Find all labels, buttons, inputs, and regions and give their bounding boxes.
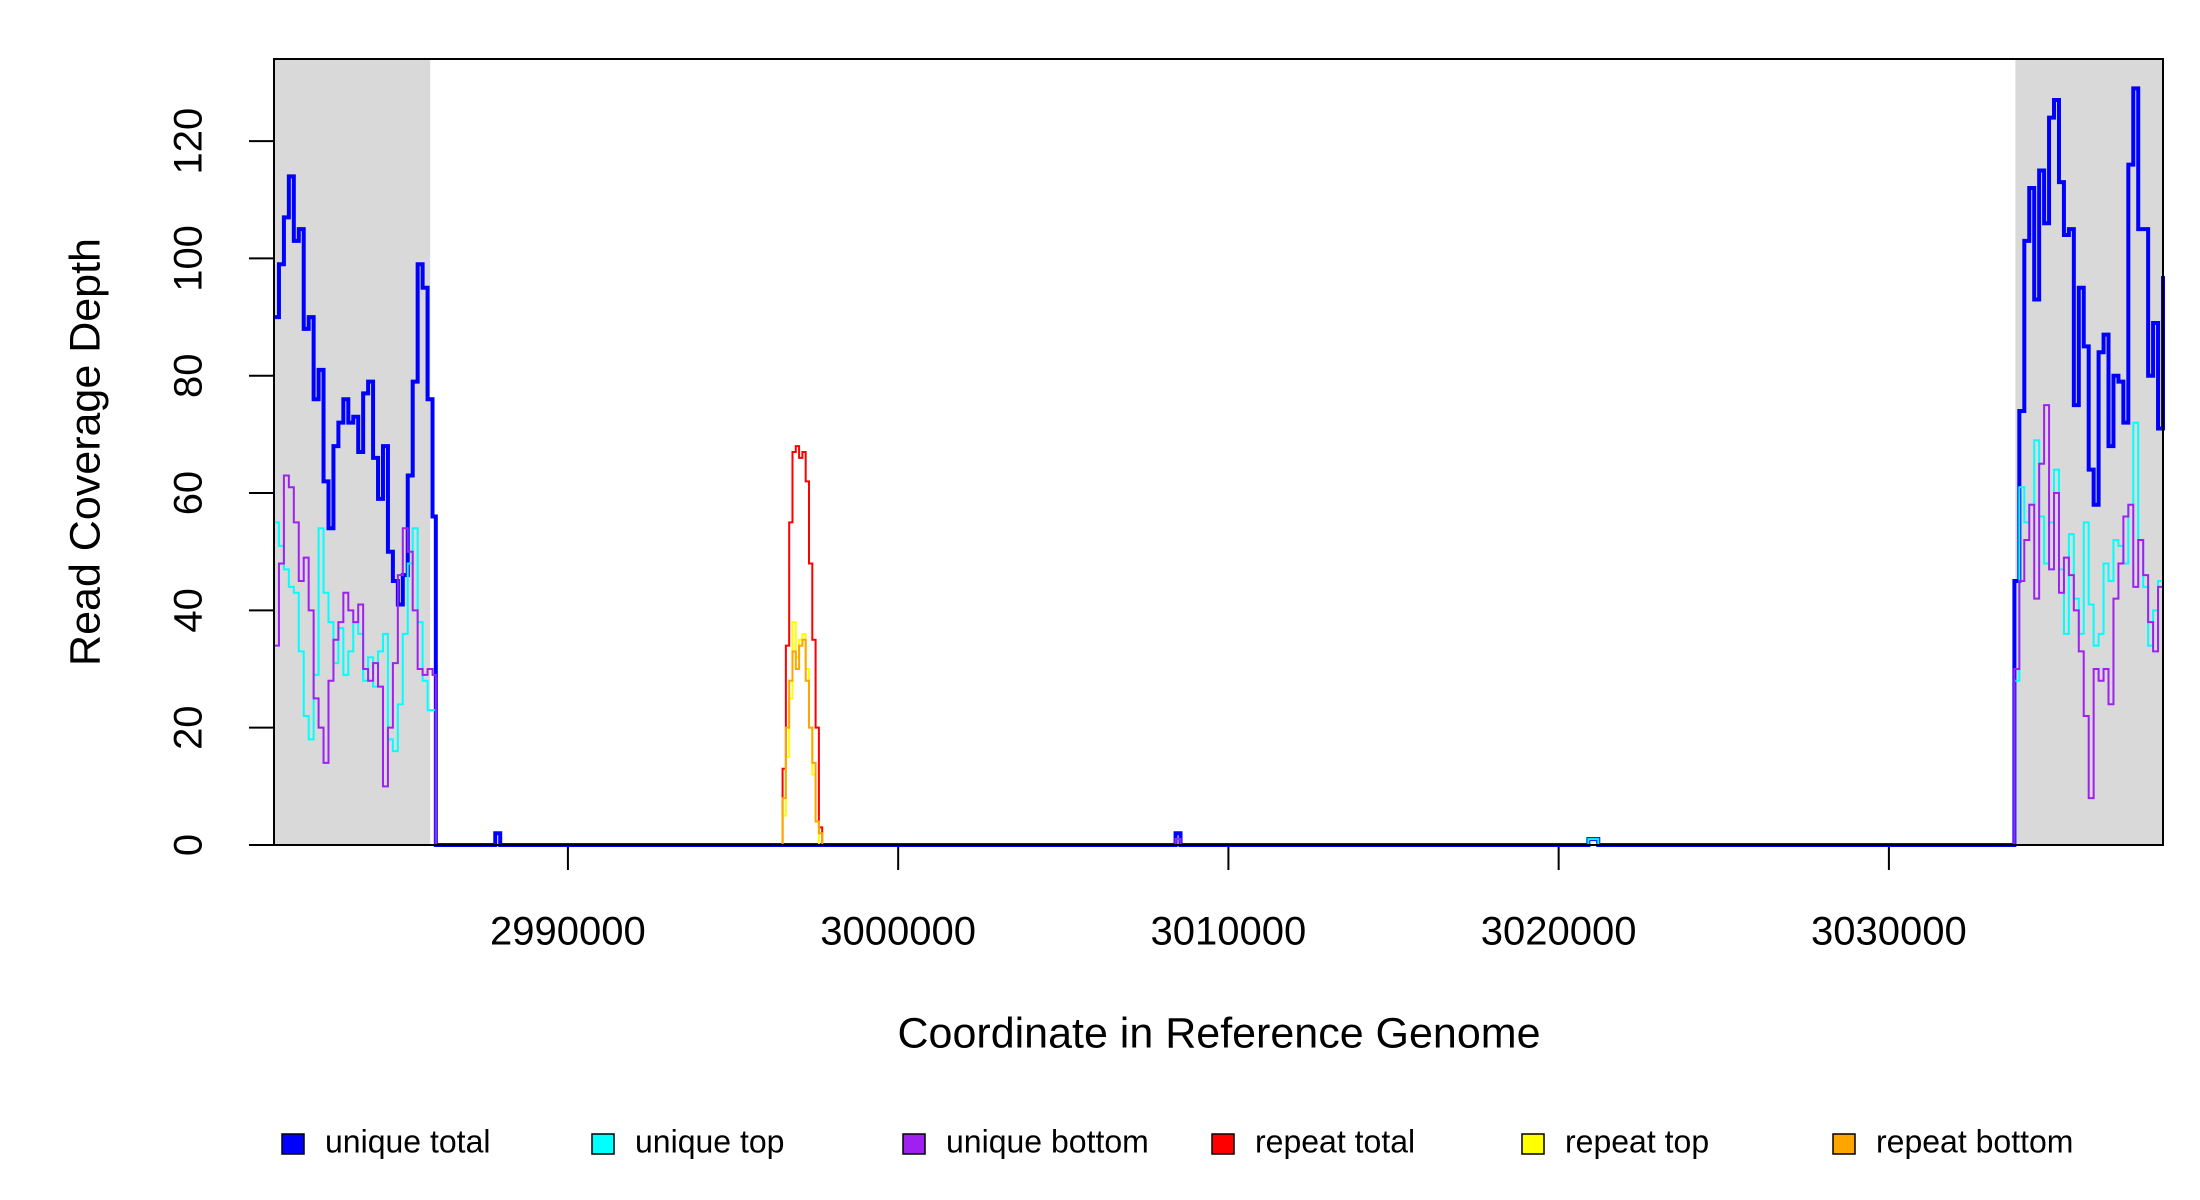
legend-label: unique top [635,1123,784,1159]
y-tick-label: 20 [167,705,211,750]
legend-label: repeat bottom [1876,1123,2073,1159]
y-tick-label: 0 [167,834,211,856]
legend-swatch [591,1133,615,1155]
series-line [274,86,2165,847]
x-tick-label: 3010000 [1151,910,1307,954]
y-tick-label: 80 [167,353,211,398]
y-tick-label: 60 [167,471,211,516]
series-line [274,404,2164,846]
shaded-region [274,59,431,845]
series-line [274,445,2163,846]
legend-label: unique bottom [946,1123,1149,1159]
x-tick-label: 3030000 [1811,910,1967,954]
series-line [274,621,2163,846]
legend-swatch [1832,1133,1856,1155]
plot-frame [273,58,2164,846]
y-tick-label: 120 [167,108,211,175]
x-axis-title: Coordinate in Reference Genome [898,1009,1541,1057]
legend-label: unique total [325,1123,490,1159]
series-line [274,638,2163,846]
legend-label: repeat total [1255,1123,1415,1159]
x-tick-label: 2990000 [490,910,646,954]
legend-swatch [902,1133,926,1155]
x-tick-label: 3020000 [1481,910,1637,954]
y-tick-label: 100 [167,225,211,292]
legend-label: repeat top [1565,1123,1709,1159]
legend-swatch [1211,1133,1235,1155]
legend-swatch [281,1133,305,1155]
legend-swatch [1521,1133,1545,1155]
y-axis-title: Read Coverage Depth [61,238,109,666]
y-tick-label: 40 [167,588,211,633]
series-line [274,421,2164,846]
x-tick-label: 3000000 [820,910,976,954]
